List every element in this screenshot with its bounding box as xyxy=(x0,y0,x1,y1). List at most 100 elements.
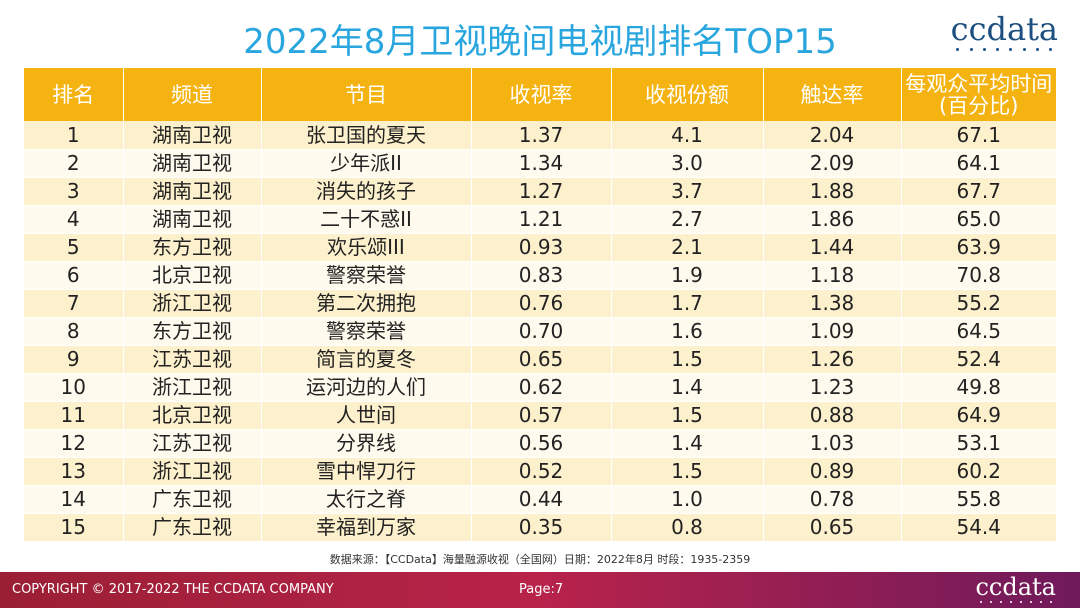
table-row: 12 江苏卫视 分界线 0.56 1.4 1.03 53.1 xyxy=(24,429,1056,458)
cell-channel: 东方卫视 xyxy=(123,317,262,346)
cell-channel: 湖南卫视 xyxy=(123,205,262,234)
cell-program: 运河边的人们 xyxy=(261,373,472,402)
cell-rank: 4 xyxy=(24,205,124,234)
cell-reach: 0.88 xyxy=(763,401,902,430)
logo-text: ccdata xyxy=(950,10,1058,48)
table-row: 10 浙江卫视 运河边的人们 0.62 1.4 1.23 49.8 xyxy=(24,373,1056,402)
cell-rank: 7 xyxy=(24,289,124,318)
cell-program: 二十不惑II xyxy=(261,205,472,234)
table-row: 11 北京卫视 人世间 0.57 1.5 0.88 64.9 xyxy=(24,401,1056,430)
cell-reach: 1.09 xyxy=(763,317,902,346)
cell-program: 少年派II xyxy=(261,149,472,178)
cell-share: 1.7 xyxy=(611,289,764,318)
ccdata-logo: ccdata xyxy=(951,12,1058,51)
cell-reach: 1.38 xyxy=(763,289,902,318)
cell-share: 2.1 xyxy=(611,233,764,262)
header-channel: 频道 xyxy=(123,68,262,121)
cell-channel: 广东卫视 xyxy=(123,485,262,514)
footer-logo: ccdata xyxy=(975,574,1056,603)
cell-share: 1.5 xyxy=(611,401,764,430)
table-row: 4 湖南卫视 二十不惑II 1.21 2.7 1.86 65.0 xyxy=(24,205,1056,234)
header-program: 节目 xyxy=(261,68,472,121)
cell-time: 64.5 xyxy=(901,317,1056,346)
cell-program: 第二次拥抱 xyxy=(261,289,472,318)
cell-share: 4.1 xyxy=(611,121,764,150)
data-source-note: 数据来源：【CCData】海量融源收视（全国网）日期：2022年8月 时段：19… xyxy=(329,553,751,566)
footer-logo-dots xyxy=(979,601,1052,603)
cell-reach: 1.18 xyxy=(763,261,902,290)
cell-share: 1.9 xyxy=(611,261,764,290)
table-row: 6 北京卫视 警察荣誉 0.83 1.9 1.18 70.8 xyxy=(24,261,1056,290)
cell-reach: 1.26 xyxy=(763,345,902,374)
cell-share: 3.0 xyxy=(611,149,764,178)
cell-time: 60.2 xyxy=(901,457,1056,486)
table-row: 1 湖南卫视 张卫国的夏天 1.37 4.1 2.04 67.1 xyxy=(24,121,1056,150)
cell-channel: 广东卫视 xyxy=(123,513,262,542)
cell-rating: 0.52 xyxy=(471,457,612,486)
cell-channel: 北京卫视 xyxy=(123,401,262,430)
cell-program: 分界线 xyxy=(261,429,472,458)
cell-time: 54.4 xyxy=(901,513,1056,542)
cell-share: 0.8 xyxy=(611,513,764,542)
cell-rating: 0.62 xyxy=(471,373,612,402)
cell-rank: 8 xyxy=(24,317,124,346)
cell-time: 49.8 xyxy=(901,373,1056,402)
cell-time: 55.8 xyxy=(901,485,1056,514)
cell-channel: 湖南卫视 xyxy=(123,177,262,206)
cell-time: 70.8 xyxy=(901,261,1056,290)
cell-rank: 12 xyxy=(24,429,124,458)
cell-rank: 6 xyxy=(24,261,124,290)
cell-rank: 5 xyxy=(24,233,124,262)
cell-reach: 1.86 xyxy=(763,205,902,234)
cell-rating: 1.27 xyxy=(471,177,612,206)
cell-share: 3.7 xyxy=(611,177,764,206)
cell-channel: 浙江卫视 xyxy=(123,289,262,318)
cell-rank: 11 xyxy=(24,401,124,430)
logo-dots xyxy=(956,48,1053,51)
cell-reach: 1.44 xyxy=(763,233,902,262)
table-row: 9 江苏卫视 简言的夏冬 0.65 1.5 1.26 52.4 xyxy=(24,345,1056,374)
cell-program: 消失的孩子 xyxy=(261,177,472,206)
cell-share: 1.6 xyxy=(611,317,764,346)
cell-share: 1.5 xyxy=(611,457,764,486)
header-rank: 排名 xyxy=(24,68,124,121)
ranking-table: 排名 频道 节目 收视率 收视份额 触达率 每观众平均时间 (百分比) 1 湖南卫… xyxy=(24,68,1056,542)
cell-channel: 浙江卫视 xyxy=(123,457,262,486)
cell-reach: 2.09 xyxy=(763,149,902,178)
table-row: 14 广东卫视 太行之脊 0.44 1.0 0.78 55.8 xyxy=(24,485,1056,514)
table-row: 8 东方卫视 警察荣誉 0.70 1.6 1.09 64.5 xyxy=(24,317,1056,346)
cell-rating: 0.57 xyxy=(471,401,612,430)
cell-program: 雪中悍刀行 xyxy=(261,457,472,486)
cell-share: 1.5 xyxy=(611,345,764,374)
table-row: 13 浙江卫视 雪中悍刀行 0.52 1.5 0.89 60.2 xyxy=(24,457,1056,486)
cell-rating: 0.44 xyxy=(471,485,612,514)
cell-time: 67.7 xyxy=(901,177,1056,206)
cell-rating: 0.70 xyxy=(471,317,612,346)
cell-rating: 0.76 xyxy=(471,289,612,318)
footer-bar: COPYRIGHT © 2017-2022 THE CCDATA COMPANY… xyxy=(0,572,1080,608)
table-row: 2 湖南卫视 少年派II 1.34 3.0 2.09 64.1 xyxy=(24,149,1056,178)
header-avg-time-line1: 每观众平均时间 xyxy=(905,71,1053,96)
cell-rating: 0.93 xyxy=(471,233,612,262)
cell-rating: 1.34 xyxy=(471,149,612,178)
cell-rank: 13 xyxy=(24,457,124,486)
cell-share: 1.0 xyxy=(611,485,764,514)
cell-program: 简言的夏冬 xyxy=(261,345,472,374)
cell-reach: 0.78 xyxy=(763,485,902,514)
table-row: 7 浙江卫视 第二次拥抱 0.76 1.7 1.38 55.2 xyxy=(24,289,1056,318)
cell-rating: 0.56 xyxy=(471,429,612,458)
cell-program: 人世间 xyxy=(261,401,472,430)
cell-channel: 湖南卫视 xyxy=(123,121,262,150)
cell-program: 欢乐颂III xyxy=(261,233,472,262)
cell-rank: 15 xyxy=(24,513,124,542)
cell-program: 警察荣誉 xyxy=(261,317,472,346)
cell-channel: 浙江卫视 xyxy=(123,373,262,402)
header-rating: 收视率 xyxy=(471,68,612,121)
cell-program: 太行之脊 xyxy=(261,485,472,514)
cell-share: 2.7 xyxy=(611,205,764,234)
cell-time: 55.2 xyxy=(901,289,1056,318)
cell-rank: 3 xyxy=(24,177,124,206)
page-number: Page:7 xyxy=(519,582,564,597)
cell-reach: 0.65 xyxy=(763,513,902,542)
header-avg-time-line2: (百分比) xyxy=(939,93,1019,118)
